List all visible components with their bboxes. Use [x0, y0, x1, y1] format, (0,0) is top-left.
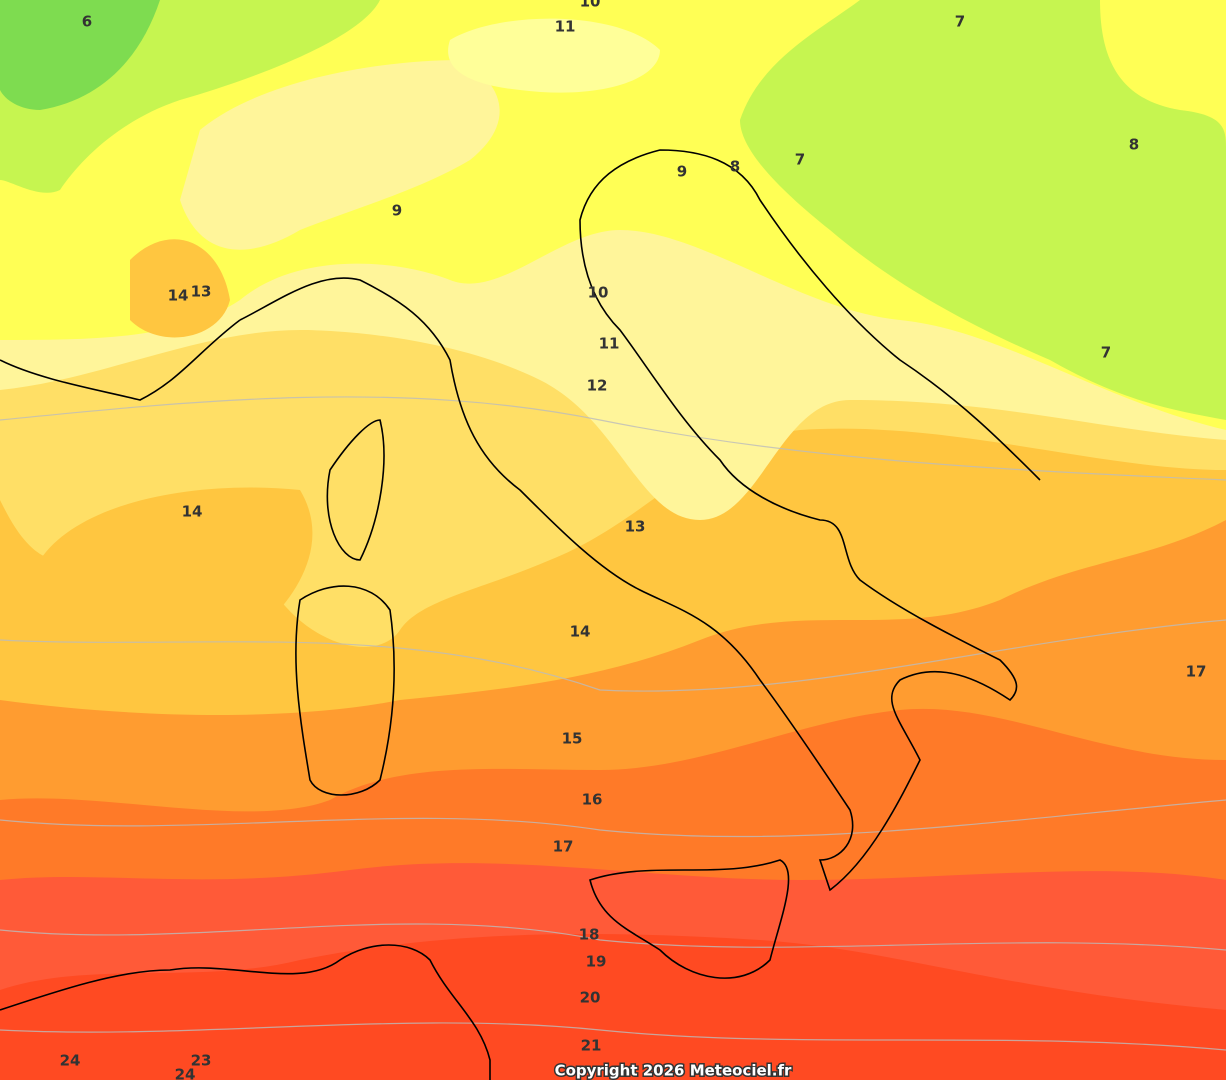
band-lime-east: [740, 0, 1226, 420]
band-green: [0, 0, 160, 110]
contour-label: 14: [182, 503, 203, 521]
contour-label: 17: [1186, 663, 1207, 681]
coastline-italy: [239, 149, 1041, 892]
contour-label: 7: [795, 151, 805, 169]
contour-label: 23: [191, 1052, 212, 1070]
coastline-corsica: [326, 419, 385, 561]
contour-label: 7: [955, 13, 965, 31]
coastline-france: [0, 319, 241, 401]
isoline: [0, 396, 1226, 481]
contour-label: 20: [580, 989, 601, 1007]
contour-label: 18: [579, 926, 600, 944]
contour-label: 11: [555, 18, 576, 36]
coastline-sicily: [589, 859, 790, 979]
contour-label: 16: [582, 791, 603, 809]
contour-label: 21: [581, 1037, 602, 1055]
contour-label: 19: [586, 953, 607, 971]
contour-label: 8: [1129, 136, 1139, 154]
contour-label: 17: [553, 838, 574, 856]
band-warm-spot: [130, 239, 230, 338]
band-blob: [40, 487, 313, 665]
contour-label: 9: [677, 163, 687, 181]
contour-label: 9: [392, 202, 402, 220]
contour-label: 11: [599, 335, 620, 353]
isoline: [0, 799, 1226, 838]
band-pale-north: [180, 60, 500, 250]
copyright: Copyright 2026 Meteociel.fr: [555, 1062, 792, 1080]
band-orange-east: [1150, 566, 1226, 760]
contour-label: 24: [60, 1052, 81, 1070]
contour-label: 12: [587, 377, 608, 395]
contour-label: 24: [175, 1066, 196, 1080]
coastline-africa: [0, 944, 491, 1080]
isoline: [0, 923, 1226, 951]
contour-label: 13: [625, 518, 646, 536]
contour-label: 8: [730, 158, 740, 176]
contour-label: 13: [191, 283, 212, 301]
contour-label: 15: [562, 730, 583, 748]
contour-label: 10: [580, 0, 601, 11]
contour-label: 14: [168, 287, 189, 305]
contour-label: 6: [82, 13, 92, 31]
contour-label: 7: [1101, 344, 1111, 362]
contour-label: 14: [570, 623, 591, 641]
contour-label: 10: [588, 284, 609, 302]
band-pale-alps: [448, 18, 660, 93]
isoline: [0, 619, 1226, 692]
coastline-sardinia: [295, 585, 395, 796]
isoline: [0, 1022, 1226, 1051]
